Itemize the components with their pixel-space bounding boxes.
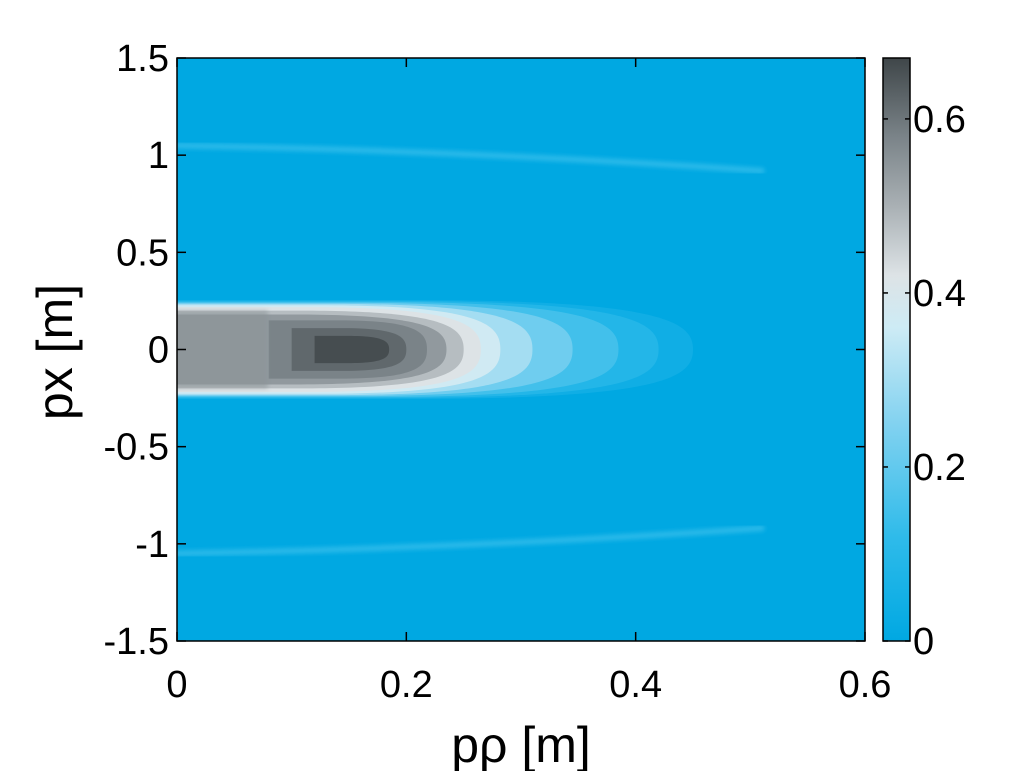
colorbar-tick-label: 0.4 xyxy=(913,273,966,315)
y-tick-label: -0.5 xyxy=(104,427,169,469)
x-tick-label: 0.4 xyxy=(609,664,662,706)
x-axis-ticks: 0 0.2 0.4 0.6 xyxy=(166,58,891,706)
colorbar-ticks: 0 0.2 0.4 0.6 xyxy=(883,99,966,663)
y-tick-label: 1 xyxy=(148,135,169,177)
y-tick-label: 0.5 xyxy=(116,232,169,274)
colorbar: 0 0.2 0.4 0.6 xyxy=(882,57,966,663)
colorbar-tick-label: 0.6 xyxy=(913,99,966,141)
y-tick-label: 0 xyxy=(148,330,169,372)
plot-area: 0 0.2 0.4 0.6 1.5 1 0.5 0 -0.5 -1 -1.5 xyxy=(104,38,892,706)
lobe-edge-shade xyxy=(177,310,268,389)
y-axis-label: px [m] xyxy=(27,284,83,420)
contour-level xyxy=(314,335,390,364)
y-tick-label: -1.5 xyxy=(104,621,169,663)
x-tick-label: 0.6 xyxy=(839,664,892,706)
y-axis-ticks: 1.5 1 0.5 0 -0.5 -1 -1.5 xyxy=(104,38,865,663)
x-tick-label: 0 xyxy=(166,664,187,706)
colorbar-tick-label: 0.2 xyxy=(913,447,966,489)
colorbar-tick-label: 0 xyxy=(913,621,934,663)
heatmap-layer xyxy=(177,142,765,557)
x-axis-label: pρ [m] xyxy=(451,717,591,771)
y-tick-label: -1 xyxy=(135,524,169,566)
side-band xyxy=(177,525,765,557)
y-tick-label: 1.5 xyxy=(116,38,169,80)
x-tick-label: 0.2 xyxy=(380,664,433,706)
side-band xyxy=(177,142,765,174)
colorbar-gradient xyxy=(882,57,911,642)
